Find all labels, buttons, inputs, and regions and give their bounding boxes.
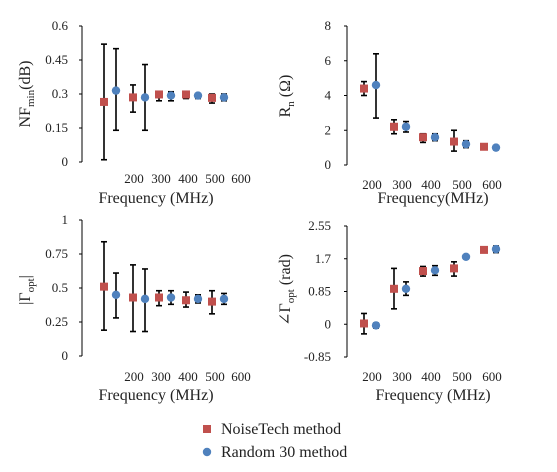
y-tick-label: 0	[325, 157, 332, 172]
x-tick-label: 400	[421, 177, 441, 192]
chart-panel-gamma-mag: 0 0.25 0.5 0.75 1 200 300 400 500 600 Frequency (M…	[17, 212, 251, 404]
y-tick-label: 0.75	[45, 246, 68, 261]
x-tick-label: 200	[362, 177, 382, 192]
data-point-random30	[430, 266, 440, 275]
y-tick-label: 0.25	[45, 314, 68, 329]
data-point-noisetech	[390, 122, 398, 131]
x-tick-label: 500	[452, 369, 472, 384]
y-axis-label: NFmin(dB)	[17, 61, 37, 128]
y-tick-label: 0	[325, 316, 332, 331]
data-point-noisetech	[182, 90, 190, 99]
data-point-noisetech	[155, 293, 163, 302]
data-point-random30	[193, 294, 203, 304]
data-point-random30	[371, 321, 381, 330]
x-axis-label: Frequency (MHz)	[375, 387, 490, 404]
data-point-noisetech	[155, 90, 163, 99]
x-tick-label: 300	[392, 177, 412, 192]
x-axis-label: Frequency (MHz)	[98, 190, 213, 207]
x-axis-label: Frequency(MHz)	[377, 190, 488, 207]
y-tick-label: 1	[62, 212, 69, 227]
legend-marker-random30	[202, 447, 212, 457]
x-tick-label: 600	[482, 177, 502, 192]
y-tick-label: 0.45	[45, 52, 68, 67]
legend: NoiseTech method Random 30 method	[202, 421, 347, 461]
x-tick-label: 200	[124, 171, 144, 186]
y-tick-label: 2	[325, 122, 332, 137]
data-point-random30	[491, 143, 501, 152]
y-tick-label: 6	[325, 53, 332, 68]
data-point-noisetech	[129, 93, 137, 102]
y-tick-label: 0.5	[52, 280, 68, 295]
y-tick-label: -0.85	[304, 349, 331, 364]
x-tick-label: 200	[124, 369, 144, 384]
chart-panel-nf: 0 0.15 0.3 0.45 0.6 200 300 400 500 600 Frequency …	[17, 18, 251, 207]
x-tick-label: 500	[452, 177, 472, 192]
data-point-noisetech	[129, 293, 137, 302]
x-tick-label: 200	[362, 369, 382, 384]
x-tick-label: 300	[151, 171, 171, 186]
x-tick-label: 600	[482, 369, 502, 384]
data-point-noisetech	[480, 142, 488, 151]
legend-label-random30: Random 30 method	[221, 444, 347, 461]
legend-marker-noisetech	[203, 425, 211, 433]
data-point-random30	[491, 244, 501, 254]
data-point-random30	[111, 86, 121, 95]
y-tick-label: 0.15	[45, 120, 68, 135]
data-point-noisetech	[419, 133, 427, 142]
x-tick-label: 500	[205, 369, 225, 384]
data-point-noisetech	[100, 97, 108, 106]
data-point-random30	[401, 284, 411, 294]
chart-panel-gamma-angle: -0.85 0 0.85 1.7 2.55 200 300 400 500 600 Frequenc…	[277, 218, 502, 404]
data-point-noisetech	[450, 264, 458, 273]
data-point-random30	[140, 294, 150, 304]
y-tick-label: 8	[325, 18, 332, 33]
data-point-random30	[430, 133, 440, 142]
x-tick-label: 400	[421, 369, 441, 384]
data-point-noisetech	[480, 245, 488, 254]
data-point-random30	[140, 93, 150, 102]
x-tick-label: 500	[205, 171, 225, 186]
data-point-noisetech	[360, 84, 368, 93]
x-tick-label: 300	[392, 369, 412, 384]
data-point-noisetech	[360, 319, 368, 328]
data-point-random30	[461, 139, 471, 149]
data-point-random30	[166, 91, 176, 100]
y-axis-label: Rn (Ω)	[277, 75, 297, 118]
data-point-random30	[461, 252, 471, 262]
data-point-noisetech	[390, 284, 398, 293]
x-tick-label: 400	[178, 171, 198, 186]
data-point-noisetech	[208, 297, 216, 306]
data-point-noisetech	[450, 137, 458, 146]
data-point-noisetech	[182, 296, 190, 305]
y-axis-label: |Γopt|	[17, 275, 37, 305]
y-tick-label: 0.6	[52, 18, 69, 33]
data-point-random30	[371, 80, 381, 90]
data-point-noisetech	[208, 93, 216, 102]
x-tick-label: 600	[231, 369, 251, 384]
y-tick-label: 2.55	[308, 218, 331, 233]
data-point-random30	[219, 93, 229, 102]
y-axis-label: ∠Γopt (rad)	[277, 254, 297, 326]
data-point-noisetech	[100, 282, 108, 291]
data-point-random30	[401, 122, 411, 131]
x-tick-label: 300	[151, 369, 171, 384]
y-tick-label: 0	[62, 348, 69, 363]
data-point-random30	[193, 91, 203, 100]
y-tick-label: 0	[62, 154, 69, 169]
x-axis-label: Frequency (MHz)	[98, 387, 213, 404]
y-tick-label: 0.3	[52, 86, 68, 101]
data-point-random30	[111, 290, 121, 299]
x-tick-label: 600	[231, 171, 251, 186]
y-tick-label: 1.7	[315, 251, 332, 266]
x-tick-label: 400	[178, 369, 198, 384]
legend-label-noisetech: NoiseTech method	[221, 421, 341, 438]
data-point-noisetech	[419, 267, 427, 276]
y-tick-label: 4	[325, 88, 332, 103]
data-point-random30	[166, 293, 176, 302]
data-point-random30	[219, 294, 229, 304]
y-tick-label: 0.85	[308, 284, 331, 299]
